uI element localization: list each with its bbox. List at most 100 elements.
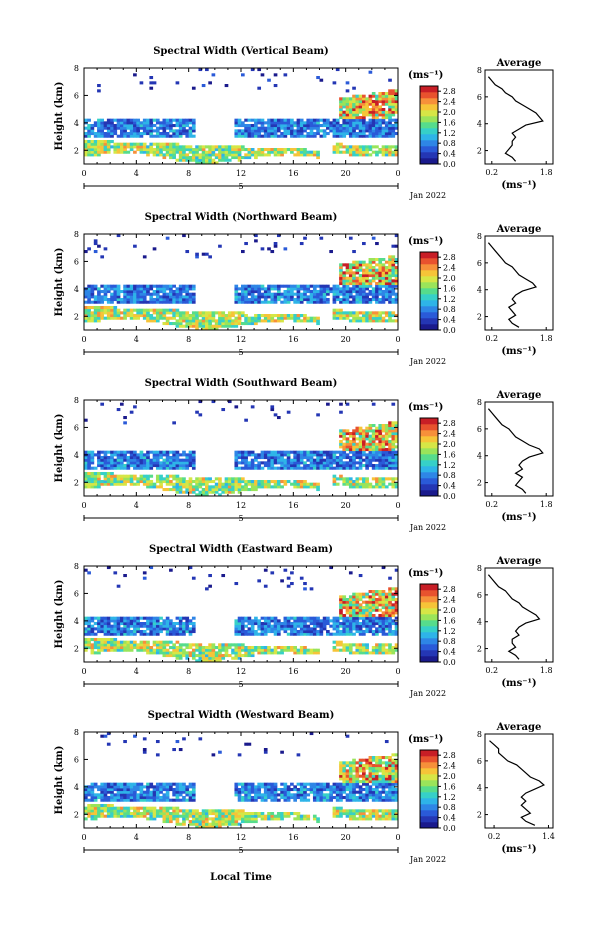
heatmap-cell [224, 153, 229, 157]
heatmap-cell [218, 643, 222, 647]
heatmap-cell [335, 124, 340, 128]
heatmap-cell [231, 324, 235, 328]
heatmap-cell [355, 648, 360, 652]
heatmap-cell [283, 118, 288, 122]
heatmap-cell [339, 266, 343, 270]
heatmap-cell [352, 271, 356, 275]
heatmap-cell [312, 485, 317, 489]
heatmap-cell [97, 648, 101, 652]
heatmap-cell [139, 464, 144, 468]
heatmap-cell [195, 145, 199, 149]
heatmap-cell [185, 319, 190, 323]
heatmap-cell [348, 292, 353, 296]
heatmap-cell [237, 129, 242, 133]
heatmap-cell [391, 311, 396, 315]
heatmap-cell [205, 651, 209, 655]
heatmap-cell [342, 614, 347, 618]
heatmap-cell [345, 608, 350, 612]
heatmap-cell [296, 619, 301, 623]
heatmap-cell [119, 142, 124, 146]
heatmap-cell [162, 458, 167, 462]
heatmap-cell [142, 142, 147, 146]
heatmap-cell [358, 274, 363, 278]
heatmap-cell [391, 445, 396, 449]
heatmap-cell [195, 324, 199, 328]
heatmap-cell [103, 785, 108, 789]
heatmap-cell [355, 292, 360, 296]
heatmap-cell [113, 145, 118, 149]
heatmap-cell [267, 482, 271, 486]
heatmap-cell [257, 648, 262, 652]
heatmap-cell [136, 798, 140, 802]
heatmap-cell [211, 148, 216, 152]
heatmap-cell [90, 295, 95, 299]
heatmap-cell [352, 116, 356, 120]
heatmap-cell [267, 630, 271, 634]
heatmap-cell [391, 598, 396, 602]
heatmap-cell [303, 464, 307, 468]
heatmap-cell [368, 300, 373, 304]
heatmap-cell [312, 461, 317, 465]
heatmap-cell [146, 616, 150, 620]
heatmap-cell [165, 622, 170, 626]
heatmap-cell [90, 453, 95, 457]
heatmap-cell [133, 616, 137, 620]
heatmap-cell [185, 316, 190, 320]
heatmap-cell [358, 110, 363, 114]
heatmap-cell [378, 600, 383, 604]
heatmap-cell [159, 134, 163, 138]
heatmap-cell [365, 274, 369, 278]
heatmap-cell [312, 630, 317, 634]
heatmap-cell [162, 466, 167, 470]
heatmap-cell [290, 129, 294, 133]
heatmap-cell [208, 319, 212, 323]
heatmap-cell [388, 432, 392, 436]
heatmap-cell [129, 630, 134, 634]
heatmap-cell [182, 485, 186, 489]
heatmap-cell [263, 316, 268, 320]
heatmap-cell [211, 400, 216, 404]
heatmap-cell [116, 643, 121, 647]
heatmap-cell [155, 311, 160, 315]
heatmap-cell [90, 290, 95, 294]
heatmap-cell [299, 295, 304, 299]
heatmap-cell [381, 292, 386, 296]
y-axis-label: Height (km) [54, 82, 65, 151]
heatmap-cell [172, 298, 176, 302]
heatmap-cell [388, 630, 392, 634]
heatmap-cell [136, 456, 140, 460]
heatmap-cell [119, 134, 124, 138]
heatmap-cell [368, 118, 373, 122]
heatmap-cell [375, 450, 379, 454]
heatmap-cell [159, 290, 163, 294]
heatmap-cell [352, 108, 356, 112]
heatmap-cell [247, 648, 252, 652]
heatmap-cell [172, 466, 176, 470]
heatmap-cell [93, 308, 98, 312]
heatmap-cell [142, 750, 147, 754]
heatmap-cell [106, 796, 111, 800]
heatmap-cell [339, 268, 343, 272]
heatmap-cell [309, 450, 314, 454]
heatmap-cell [119, 118, 124, 122]
heatmap-cell [254, 298, 258, 302]
heatmap-cell [267, 319, 271, 323]
heatmap-cell [375, 592, 379, 596]
heatmap-cell [339, 445, 343, 449]
heatmap-cell [231, 314, 235, 318]
heatmap-cell [172, 290, 176, 294]
heatmap-cell [198, 158, 203, 162]
heatmap-cell [342, 292, 347, 296]
heatmap-cell [358, 456, 363, 460]
heatmap-cell [100, 798, 105, 802]
heatmap-cell [241, 73, 245, 77]
heatmap-cell [205, 311, 209, 315]
colorbar-tick-label: 0.4 [443, 482, 456, 491]
heatmap-cell [394, 102, 399, 106]
heatmap-cell [352, 456, 356, 460]
heatmap-cell [270, 300, 275, 304]
heatmap-cell [286, 298, 291, 302]
heatmap-cell [352, 150, 356, 154]
heatmap-cell [113, 474, 118, 478]
heatmap-cell [250, 295, 255, 299]
